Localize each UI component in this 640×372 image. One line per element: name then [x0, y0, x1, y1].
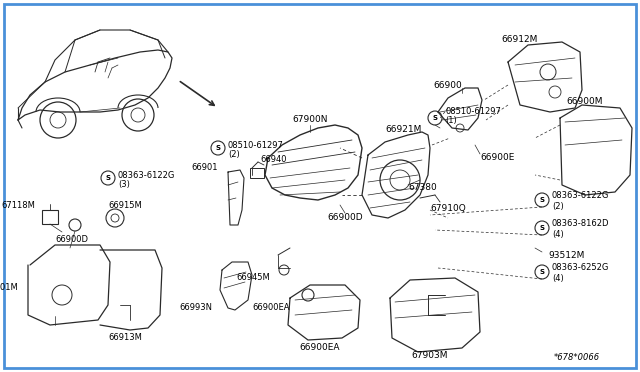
Text: 67380: 67380: [408, 183, 436, 192]
Text: 67903M: 67903M: [412, 350, 448, 359]
Text: 66901M: 66901M: [0, 283, 18, 292]
Text: 66945M: 66945M: [236, 273, 270, 282]
Text: 66900D: 66900D: [56, 235, 88, 244]
Text: 66900: 66900: [434, 80, 462, 90]
Text: 08510-61297: 08510-61297: [445, 108, 501, 116]
Text: 66940: 66940: [260, 155, 287, 164]
Text: (2): (2): [228, 150, 240, 158]
Text: 66900EA: 66900EA: [253, 304, 290, 312]
Text: (3): (3): [118, 180, 130, 189]
Text: 66900EA: 66900EA: [300, 343, 340, 353]
Text: 08363-8162D: 08363-8162D: [552, 219, 609, 228]
Bar: [250, 168, 264, 178]
Text: 08363-6122G: 08363-6122G: [118, 170, 175, 180]
Text: 67900N: 67900N: [292, 115, 328, 125]
Text: 67910Q: 67910Q: [430, 203, 466, 212]
Text: (1): (1): [445, 115, 457, 125]
Text: (4): (4): [552, 230, 564, 238]
Text: 08510-61297: 08510-61297: [228, 141, 284, 150]
Text: 66900D: 66900D: [327, 214, 363, 222]
Text: S: S: [216, 145, 221, 151]
Text: 66912M: 66912M: [502, 35, 538, 45]
Text: 66915M: 66915M: [108, 201, 141, 209]
Text: 08363-6122G: 08363-6122G: [552, 192, 609, 201]
Text: *678*0066: *678*0066: [554, 353, 600, 362]
Text: 93512M: 93512M: [548, 250, 584, 260]
Text: 66993N: 66993N: [179, 304, 212, 312]
Text: (2): (2): [552, 202, 564, 211]
Text: (4): (4): [552, 273, 564, 282]
Text: S: S: [540, 197, 545, 203]
Text: 66900M: 66900M: [567, 97, 604, 106]
Text: S: S: [540, 225, 545, 231]
Text: S: S: [433, 115, 438, 121]
Bar: [42, 210, 58, 224]
Text: 08363-6252G: 08363-6252G: [552, 263, 609, 273]
Text: S: S: [540, 269, 545, 275]
Text: 66913M: 66913M: [108, 334, 142, 343]
Text: 66900E: 66900E: [480, 154, 515, 163]
Text: 67118M: 67118M: [1, 201, 35, 209]
Text: 66901: 66901: [191, 164, 218, 173]
Text: 66921M: 66921M: [385, 125, 421, 135]
Text: S: S: [106, 175, 111, 181]
